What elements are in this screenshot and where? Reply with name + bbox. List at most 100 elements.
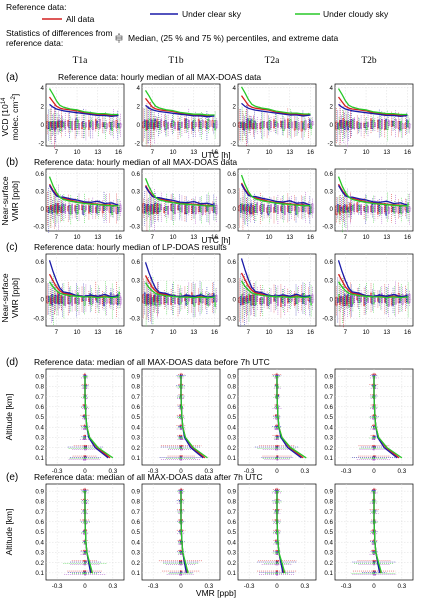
stat-box bbox=[167, 122, 169, 129]
series-line-under-cloudy-sky bbox=[373, 491, 383, 574]
stat-box bbox=[112, 206, 115, 212]
stat-box bbox=[275, 563, 279, 566]
stat-box bbox=[105, 205, 108, 211]
y-tick-label: 0.6 bbox=[324, 404, 333, 411]
y-tick-label: 0.3 bbox=[131, 550, 140, 557]
panel-a-t1b: -2 0 2 4 7 10 13 16 bbox=[134, 83, 221, 156]
panel-e-t2b: 0.1 0.2 0.3 0.4 0.5 0.6 0.7 0.8 0.9 -0.3 0 0.3 bbox=[324, 483, 414, 590]
panel-label-e: (e) bbox=[6, 472, 18, 483]
stat-box bbox=[408, 206, 411, 212]
stat-box bbox=[78, 205, 80, 210]
stat-box bbox=[394, 206, 397, 213]
plot-frame bbox=[237, 168, 317, 232]
stat-box bbox=[71, 204, 73, 214]
stat-box bbox=[180, 428, 183, 430]
y-tick-label: 0.7 bbox=[227, 394, 236, 401]
y-tick-label: 0.5 bbox=[35, 414, 44, 421]
stat-box bbox=[174, 203, 176, 215]
y-tick-label: 0.5 bbox=[35, 529, 44, 536]
stat-box bbox=[174, 295, 176, 305]
x-tick-label: 16 bbox=[307, 149, 314, 156]
chart-panels: -2 0 2 4 7 10 13 16 -2 0 2 4 7 10 13 16 -2 0 2 4 7 10 13 16 -2 0 2… bbox=[33, 83, 414, 590]
x-tick-label: 10 bbox=[266, 329, 273, 336]
stat-box bbox=[112, 120, 115, 128]
y-tick-label: 0.4 bbox=[324, 539, 333, 546]
x-tick-label: 7 bbox=[247, 329, 251, 336]
x-tick-label: -0.3 bbox=[52, 583, 63, 590]
y-tick-label: 0.3 bbox=[227, 278, 236, 285]
y-tick-label: 0.7 bbox=[324, 509, 333, 516]
stat-box bbox=[174, 122, 176, 129]
y-tick-label: 0.6 bbox=[35, 171, 44, 178]
y-tick-label: 0 bbox=[41, 297, 45, 304]
stat-box bbox=[85, 205, 87, 211]
y-tick-label: -2 bbox=[327, 140, 333, 147]
y-tick-label: 0.4 bbox=[35, 539, 44, 546]
x-tick-label: -0.3 bbox=[148, 468, 159, 475]
x-tick-label: 16 bbox=[211, 329, 218, 336]
series-line-under-clear-sky bbox=[48, 185, 119, 206]
y-tick-label: 0.6 bbox=[35, 519, 44, 526]
series-line-under-clear-sky bbox=[338, 103, 408, 118]
panel-a-t2b: -2 0 2 4 7 10 13 16 bbox=[327, 83, 414, 156]
stat-box bbox=[83, 553, 86, 555]
panel-d-t2a: 0.1 0.2 0.3 0.4 0.5 0.6 0.7 0.8 0.9 -0.3 0 0.3 bbox=[227, 368, 317, 475]
stat-box bbox=[91, 121, 94, 131]
panel-b-t1a: -0.3 0 0.3 0.6 7 10 13 16 bbox=[33, 168, 125, 241]
y-tick-label: 0.3 bbox=[35, 278, 44, 285]
stat-box bbox=[215, 204, 218, 215]
y-tick-label: 0.3 bbox=[227, 550, 236, 557]
y-tick-label: 0.3 bbox=[131, 435, 140, 442]
plot-frame bbox=[45, 168, 125, 232]
y-tick-label: 0.1 bbox=[131, 570, 140, 577]
y-tick-label: 0.3 bbox=[324, 550, 333, 557]
stat-box bbox=[179, 563, 183, 566]
x-tick-label: -0.3 bbox=[341, 468, 352, 475]
y-tick-label: 0 bbox=[41, 206, 45, 213]
stat-box bbox=[83, 563, 86, 566]
stat-box bbox=[372, 448, 375, 451]
y-tick-label: 0.7 bbox=[324, 394, 333, 401]
y-tick-label: 0.7 bbox=[35, 509, 44, 516]
stat-box bbox=[119, 296, 122, 305]
y-tick-label: -2 bbox=[38, 140, 44, 147]
x-tick-label: 0.3 bbox=[205, 468, 214, 475]
x-tick-label: 0.3 bbox=[398, 583, 407, 590]
y-tick-label: 0.2 bbox=[131, 560, 140, 567]
stat-box bbox=[277, 294, 279, 306]
y-tick-label: -0.3 bbox=[322, 224, 333, 231]
y-tick-label: 0.6 bbox=[35, 404, 44, 411]
stat-box bbox=[83, 428, 87, 430]
stat-box bbox=[98, 118, 101, 129]
stat-box bbox=[85, 122, 87, 128]
y-tick-label: 0.1 bbox=[131, 455, 140, 462]
y-tick-label: 2 bbox=[41, 103, 45, 110]
y-tick-label: 0 bbox=[330, 206, 334, 213]
column-header-t2a: T2a bbox=[265, 56, 281, 66]
y-tick-label: 0.4 bbox=[227, 424, 236, 431]
y-tick-label: 0.9 bbox=[227, 488, 236, 495]
stat-box bbox=[215, 295, 218, 302]
x-tick-label: -0.3 bbox=[244, 468, 255, 475]
ylabel-c-line2: VMR [ppb] bbox=[10, 278, 20, 318]
panel-c-t2b: -0.3 0 0.3 0.6 7 10 13 16 bbox=[322, 253, 414, 336]
y-tick-label: 0.6 bbox=[227, 259, 236, 266]
series-line-under-clear-sky bbox=[145, 104, 215, 118]
x-tick-label: 10 bbox=[363, 234, 370, 241]
y-tick-label: 0.2 bbox=[131, 445, 140, 452]
y-tick-label: 0.1 bbox=[324, 455, 333, 462]
stat-box bbox=[64, 120, 67, 130]
stat-box bbox=[387, 206, 390, 214]
column-header-t2b: T2b bbox=[361, 56, 377, 66]
stat-box bbox=[274, 428, 279, 430]
series-line-all-data bbox=[337, 96, 408, 117]
stat-box bbox=[290, 121, 293, 129]
y-tick-label: 0.8 bbox=[35, 384, 44, 391]
ylabel-e: Altitude [km] bbox=[4, 509, 14, 556]
stat-box bbox=[353, 203, 356, 213]
panel-e-t1a: 0.1 0.2 0.3 0.4 0.5 0.6 0.7 0.8 0.9 -0.3 0 0.3 bbox=[35, 483, 125, 590]
x-tick-label: -0.3 bbox=[148, 583, 159, 590]
stat-box bbox=[374, 204, 376, 213]
y-tick-label: 0.9 bbox=[227, 373, 236, 380]
x-tick-label: 13 bbox=[286, 234, 293, 241]
